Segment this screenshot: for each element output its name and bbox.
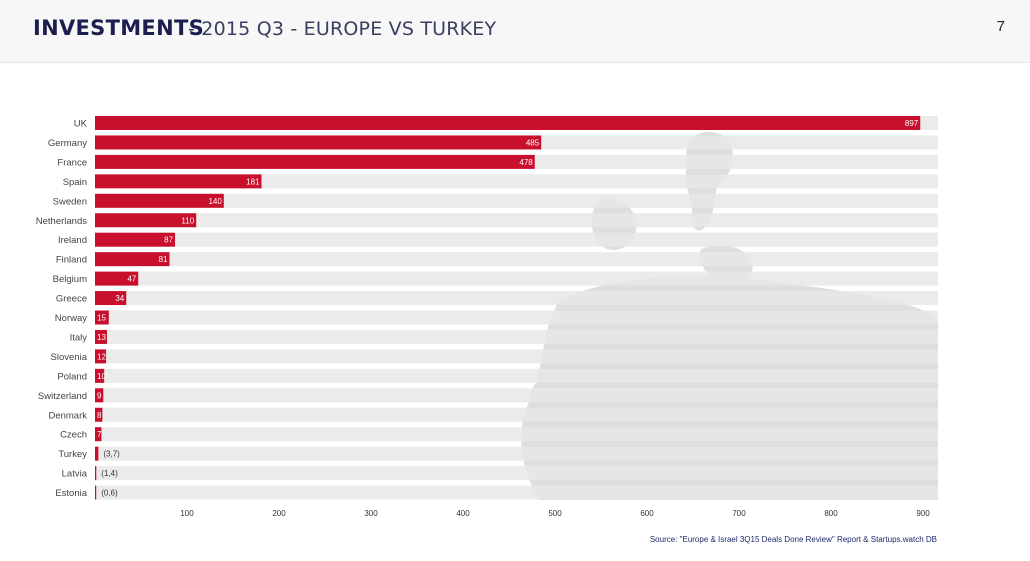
bar-estonia [95,485,97,500]
bar-track [95,310,938,325]
value-label: 7 [97,430,102,439]
value-label: (1,4) [101,469,118,478]
x-tick-label: 900 [916,509,930,518]
bar-slovenia [95,349,107,364]
x-tick-label: 300 [364,509,378,518]
slide-title: INVESTMENTS [33,16,205,40]
category-label: Turkey [58,449,87,460]
bar-track [95,213,938,228]
bar-netherlands [95,213,197,228]
bar-france [95,154,535,169]
value-label: 12 [97,352,106,361]
bar-spain [95,174,262,189]
bar-uk [95,116,921,130]
bar-track [95,252,938,267]
x-axis-ticks: 100 200 300 400 500 600 700 800 900 [180,509,930,518]
value-label: 13 [97,333,106,342]
bar-ireland [95,232,176,247]
category-label: Latvia [62,469,88,480]
bar-norway [95,310,109,325]
bar-track [95,485,938,500]
category-label: Switzerland [38,391,87,402]
x-tick-label: 600 [640,509,654,518]
category-label: Greece [56,294,87,305]
category-label: Germany [48,138,87,149]
bar-germany [95,135,542,150]
category-label: UK [74,119,88,130]
category-label: France [57,157,87,168]
value-label: 897 [905,119,919,128]
bar-switzerland [95,388,104,403]
category-label: Sweden [53,196,87,207]
bars [95,116,921,500]
category-label: Finland [56,255,87,266]
bar-track [95,446,938,461]
x-tick-label: 100 [180,509,194,518]
x-tick-label: 500 [548,509,562,518]
category-label: Slovenia [51,352,88,363]
bar-latvia [95,466,97,481]
value-label: 34 [115,294,124,303]
bar-track [95,407,938,422]
bar-finland [95,252,170,267]
value-label: 9 [97,391,102,400]
bar-sweden [95,193,224,208]
bar-track [95,368,938,383]
bar-track [95,329,938,344]
category-label: Poland [57,371,87,382]
category-label: Italy [70,332,88,343]
bar-poland [95,368,105,383]
category-label: Ireland [58,235,87,246]
value-label: 81 [159,255,168,264]
category-labels: UK Germany France Spain Sweden Netherlands Ire… [36,119,88,500]
bar-belgium [95,271,139,286]
value-label: (0,6) [101,489,118,498]
page-number: 7 [996,18,1005,35]
bar-greece [95,291,127,306]
x-tick-label: 800 [824,509,838,518]
bar-czech [95,427,102,442]
slide-header: INVESTMENTS - 2015 Q3 - EUROPE VS TURKEY… [0,0,1030,63]
category-label: Belgium [53,274,87,285]
bar-track [95,193,938,208]
value-labels: 8974854781811401108781473415131210987(3,… [97,119,919,498]
value-label: 10 [97,372,106,381]
bar-track [95,388,938,403]
bar-track [95,232,938,247]
category-label: Netherlands [36,216,87,227]
value-label: 15 [97,314,106,323]
value-label: 87 [164,236,173,245]
category-label: Norway [55,313,87,324]
bar-tracks [95,116,938,500]
slide-subtitle: - 2015 Q3 - EUROPE VS TURKEY [188,18,497,40]
bar-track [95,291,938,306]
bar-track [95,427,938,442]
x-tick-label: 400 [456,509,470,518]
bar-track [95,466,938,481]
value-label: 110 [181,216,194,225]
bar-italy [95,329,107,344]
value-label: (3,7) [103,450,120,459]
bar-track [95,271,938,286]
bar-track [95,174,938,189]
value-label: 485 [526,138,540,147]
value-label: 140 [208,197,222,206]
bar-turkey [95,446,99,461]
category-label: Denmark [48,410,87,421]
category-label: Czech [60,430,87,441]
value-label: 181 [246,177,260,186]
bar-track [95,349,938,364]
source-note: Source: "Europe & Israel 3Q15 Deals Done… [649,535,937,544]
category-label: Estonia [55,488,87,499]
bar-denmark [95,407,103,422]
value-label: 8 [97,411,102,420]
x-tick-label: 700 [732,509,746,518]
x-tick-label: 200 [272,509,286,518]
category-label: Spain [63,177,87,188]
value-label: 478 [519,158,533,167]
value-label: 47 [127,275,136,284]
